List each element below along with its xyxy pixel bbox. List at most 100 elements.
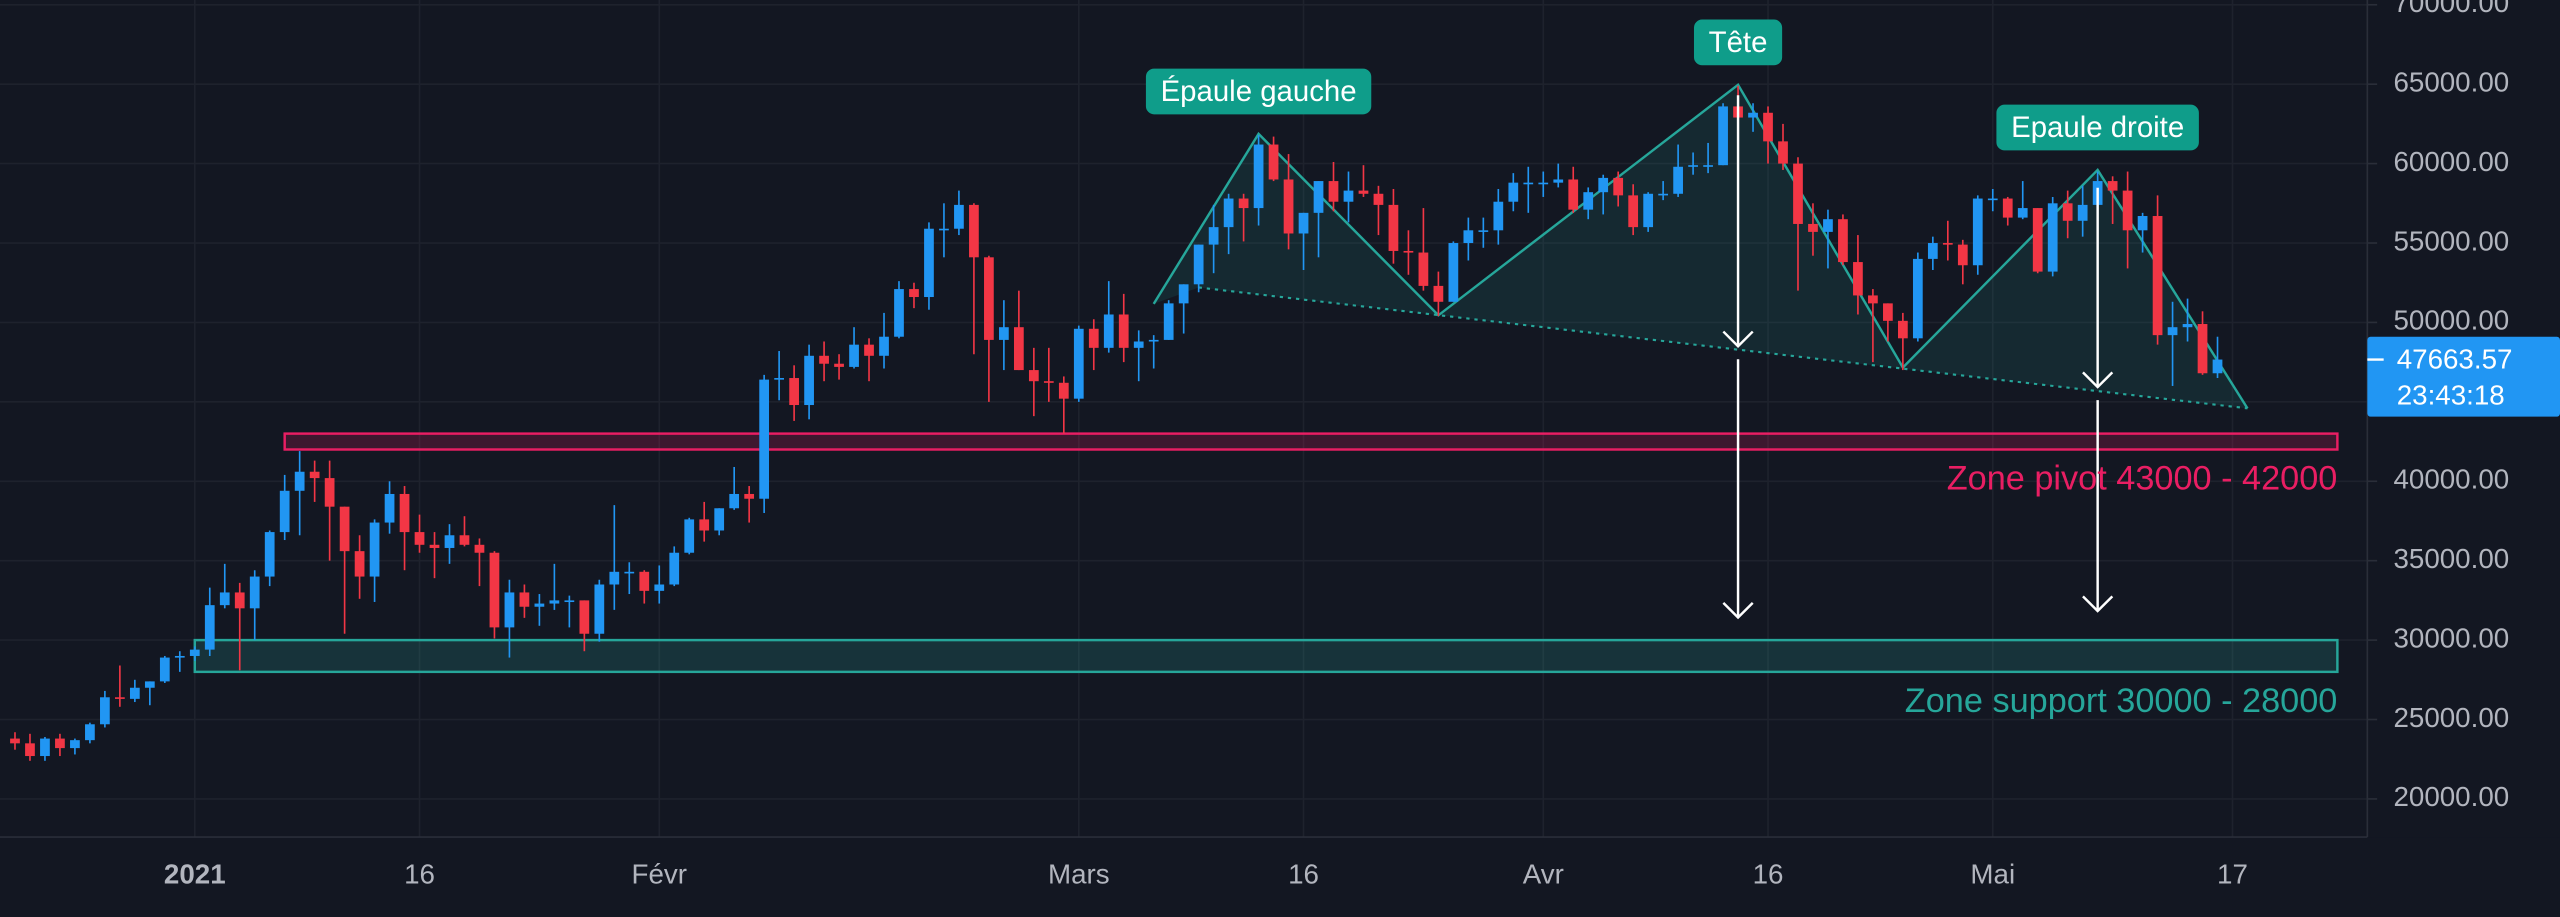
candle-body — [1058, 382, 1069, 399]
candle-body — [1148, 339, 1159, 342]
candle-body — [219, 592, 230, 606]
pattern-label: Épaule gauche — [1161, 75, 1357, 108]
candle-body — [699, 519, 710, 531]
candle-body — [879, 336, 889, 356]
candle-body — [819, 355, 829, 364]
candle-body — [264, 532, 275, 577]
candle-body — [1838, 219, 1848, 263]
candle-body — [1628, 195, 1639, 228]
candle-body — [1043, 381, 1054, 383]
zone-label: Zone support 30000 - 28000 — [1905, 682, 2338, 720]
candle-body — [729, 493, 740, 509]
candle-body — [1553, 179, 1564, 183]
candle-body — [2122, 190, 2133, 231]
x-tick-label: 16 — [1288, 859, 1319, 890]
candle-body — [1163, 303, 1174, 340]
candle-body — [849, 344, 859, 367]
candle-body — [129, 687, 140, 699]
y-tick-label: 30000.00 — [2393, 622, 2509, 653]
candle-body — [909, 289, 919, 298]
pattern-label: Tête — [1709, 26, 1768, 59]
candle-body — [1942, 243, 1953, 245]
candle-body — [1403, 250, 1414, 253]
candle-body — [114, 697, 125, 699]
candle-body — [1118, 314, 1129, 348]
candle-body — [339, 506, 350, 552]
candle-body — [1778, 141, 1788, 164]
candle-body — [1388, 204, 1399, 251]
candle-body — [1853, 262, 1863, 296]
y-tick-label: 40000.00 — [2393, 464, 2509, 495]
candle-body — [1283, 179, 1294, 234]
candle-body — [1987, 198, 1998, 201]
candle-body — [1328, 181, 1339, 202]
candle-body — [1613, 177, 1624, 196]
candle-body — [1433, 285, 1444, 302]
x-tick-label: Mars — [1048, 859, 1110, 890]
candle-body — [834, 363, 844, 367]
candle-body — [1268, 144, 1279, 180]
candle-body — [2077, 204, 2088, 221]
candle-body — [249, 576, 260, 609]
zone-label: Zone pivot 43000 - 42000 — [1947, 460, 2338, 498]
candle-body — [1448, 243, 1459, 302]
candle-body — [1897, 320, 1908, 339]
x-tick-label: Févr — [632, 859, 688, 890]
candle-body — [1808, 223, 1818, 232]
candle-body — [1598, 177, 1609, 193]
candle-body — [1073, 328, 1084, 399]
candle-body — [174, 655, 185, 658]
zones — [193, 432, 2339, 674]
candle-body — [639, 571, 650, 591]
pattern-line — [1152, 82, 2249, 410]
candle-body — [85, 724, 95, 741]
candle-body — [1373, 193, 1384, 205]
candle-body — [939, 228, 949, 231]
candle-body — [279, 490, 290, 533]
candle-body — [1643, 193, 1654, 228]
candle-body — [1868, 295, 1878, 304]
candle-body — [999, 327, 1009, 340]
candle-body — [189, 649, 200, 656]
arrow-head — [2082, 371, 2114, 389]
y-tick-label: 55000.00 — [2393, 225, 2509, 256]
y-tick-label: 60000.00 — [2393, 146, 2509, 177]
candle-body — [954, 204, 964, 229]
candle-body — [969, 204, 979, 258]
candle-body — [1538, 182, 1549, 185]
candle-body — [1912, 258, 1923, 339]
pattern-label-box — [1145, 68, 1372, 115]
candle-body — [654, 584, 665, 591]
countdown: 23:43:18 — [2397, 379, 2505, 410]
candle-body — [144, 681, 155, 688]
candle-body — [324, 478, 335, 507]
candle-body — [1957, 244, 1968, 266]
candle-body — [2167, 327, 2178, 336]
candle-body — [1103, 314, 1114, 348]
candle-body — [234, 592, 245, 609]
candle-body — [774, 378, 784, 380]
candle-body — [1493, 201, 1504, 231]
candle-body — [984, 257, 994, 340]
y-tick-label: 50000.00 — [2393, 305, 2509, 336]
candle-body — [1358, 190, 1369, 194]
candle-body — [789, 378, 799, 406]
candle-body — [1823, 219, 1833, 232]
candle-body — [1478, 230, 1489, 232]
candle-body — [1673, 166, 1683, 194]
candle-body — [25, 743, 35, 757]
candle-body — [2047, 203, 2058, 272]
candle-body — [534, 603, 545, 607]
price-tag-box — [2367, 336, 2560, 417]
pattern-label: Epaule droite — [2011, 111, 2184, 144]
y-tick-label: 25000.00 — [2393, 702, 2509, 733]
candle-body — [414, 532, 425, 545]
last-price: 47663.57 — [2397, 344, 2513, 375]
candle-body — [1238, 198, 1249, 209]
x-tick-label: 2021 — [164, 859, 226, 890]
candle-body — [564, 600, 575, 603]
labels: Zone pivot 43000 - 42000 Zone support 300… — [1145, 19, 2338, 720]
candle-body — [384, 493, 395, 523]
